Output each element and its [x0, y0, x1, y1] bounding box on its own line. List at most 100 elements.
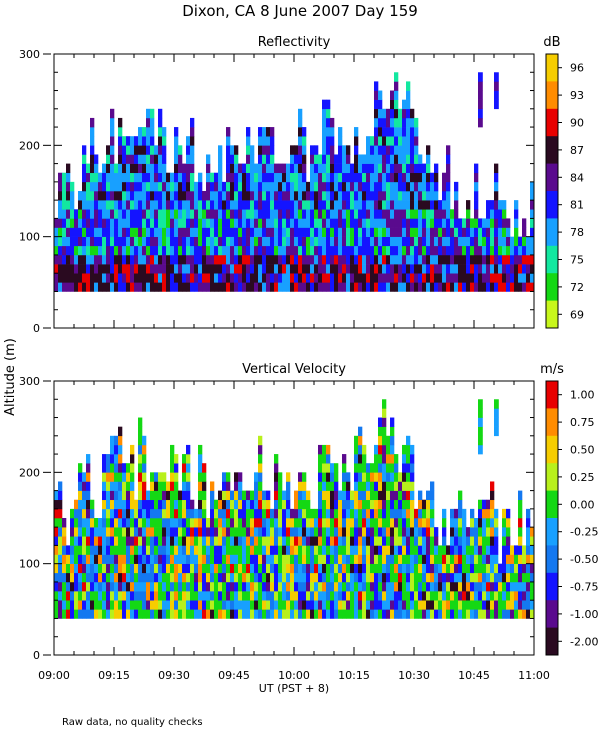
heatmap-cell	[274, 264, 279, 274]
heatmap-cell	[310, 191, 315, 201]
heatmap-cell	[114, 563, 119, 574]
heatmap-cell	[198, 236, 203, 247]
heatmap-cell	[118, 518, 123, 528]
heatmap-cell	[222, 282, 227, 292]
heatmap-cell	[190, 200, 195, 210]
heatmap-cell	[354, 581, 359, 592]
heatmap-cell	[386, 472, 391, 482]
heatmap-cell	[238, 508, 243, 519]
heatmap-cell	[326, 600, 331, 610]
heatmap-cell	[306, 209, 311, 219]
heatmap-cell	[514, 254, 519, 265]
heatmap-cell	[94, 554, 99, 564]
heatmap-cell	[138, 172, 143, 183]
heatmap-cell	[398, 518, 403, 528]
heatmap-cell	[246, 245, 251, 256]
heatmap-cell	[126, 273, 131, 283]
heatmap-cell	[266, 490, 271, 501]
heatmap-cell	[182, 218, 187, 228]
heatmap-cell	[110, 264, 115, 274]
heatmap-cell	[150, 181, 155, 192]
heatmap-cell	[458, 273, 463, 283]
heatmap-cell	[326, 136, 331, 146]
heatmap-cell	[150, 191, 155, 201]
isolated-echo-cell	[478, 81, 483, 91]
heatmap-cell	[350, 609, 355, 619]
heatmap-cell	[490, 518, 495, 528]
heatmap-cell	[434, 572, 439, 583]
heatmap-cell	[486, 499, 491, 510]
heatmap-cell	[478, 563, 483, 574]
heatmap-cell	[270, 554, 275, 564]
heatmap-cell	[238, 209, 243, 219]
heatmap-cell	[378, 127, 383, 137]
heatmap-cell	[406, 245, 411, 256]
heatmap-cell	[158, 490, 163, 501]
heatmap-cell	[250, 154, 255, 164]
heatmap-cell	[198, 245, 203, 256]
heatmap-cell	[470, 609, 475, 619]
heatmap-cell	[110, 591, 115, 601]
heatmap-cell	[326, 191, 331, 201]
heatmap-cell	[114, 191, 119, 201]
heatmap-cell	[186, 545, 191, 555]
heatmap-cell	[254, 499, 259, 510]
heatmap-cell	[154, 236, 159, 247]
heatmap-cell	[466, 282, 471, 292]
heatmap-cell	[494, 609, 499, 619]
heatmap-cell	[426, 181, 431, 192]
heatmap-cell	[342, 273, 347, 283]
heatmap-cell	[98, 245, 103, 256]
heatmap-cell	[342, 200, 347, 210]
heatmap-cell	[306, 499, 311, 510]
heatmap-cell	[342, 563, 347, 574]
heatmap-cell	[226, 508, 231, 519]
heatmap-cell	[434, 609, 439, 619]
heatmap-cell	[274, 527, 279, 537]
heatmap-cell	[154, 600, 159, 610]
heatmap-cell	[390, 200, 395, 210]
heatmap-cell	[478, 218, 483, 228]
heatmap-cell	[390, 417, 395, 427]
heatmap-cell	[246, 154, 251, 164]
heatmap-cell	[134, 163, 139, 174]
heatmap-cell	[386, 227, 391, 237]
heatmap-cell	[66, 273, 71, 283]
heatmap-cell	[374, 481, 379, 491]
heatmap-cell	[266, 600, 271, 610]
heatmap-cell	[134, 264, 139, 274]
heatmap-cell	[186, 527, 191, 537]
heatmap-cell	[298, 264, 303, 274]
heatmap-cell	[426, 536, 431, 546]
isolated-echo-cell	[494, 72, 499, 82]
colorbar-swatch	[546, 627, 558, 656]
heatmap-cell	[258, 472, 263, 482]
heatmap-cell	[82, 181, 87, 192]
heatmap-cell	[170, 581, 175, 592]
heatmap-cell	[146, 264, 151, 274]
heatmap-cell	[178, 191, 183, 201]
heatmap-cell	[330, 236, 335, 247]
heatmap-cell	[322, 600, 327, 610]
heatmap-cell	[350, 527, 355, 537]
heatmap-cell	[246, 218, 251, 228]
heatmap-cell	[114, 600, 119, 610]
heatmap-cell	[450, 273, 455, 283]
heatmap-cell	[130, 172, 135, 183]
heatmap-cell	[222, 209, 227, 219]
heatmap-cell	[258, 591, 263, 601]
heatmap-cell	[326, 454, 331, 464]
heatmap-cell	[266, 545, 271, 555]
heatmap-cell	[246, 200, 251, 210]
heatmap-cell	[378, 609, 383, 619]
heatmap-cell	[506, 609, 511, 619]
heatmap-cell	[406, 254, 411, 265]
heatmap-cell	[198, 563, 203, 574]
heatmap-cell	[318, 563, 323, 574]
heatmap-cell	[450, 527, 455, 537]
heatmap-cell	[430, 581, 435, 592]
heatmap-cell	[166, 181, 171, 192]
heatmap-cell	[354, 518, 359, 528]
heatmap-cell	[174, 209, 179, 219]
heatmap-cell	[90, 227, 95, 237]
